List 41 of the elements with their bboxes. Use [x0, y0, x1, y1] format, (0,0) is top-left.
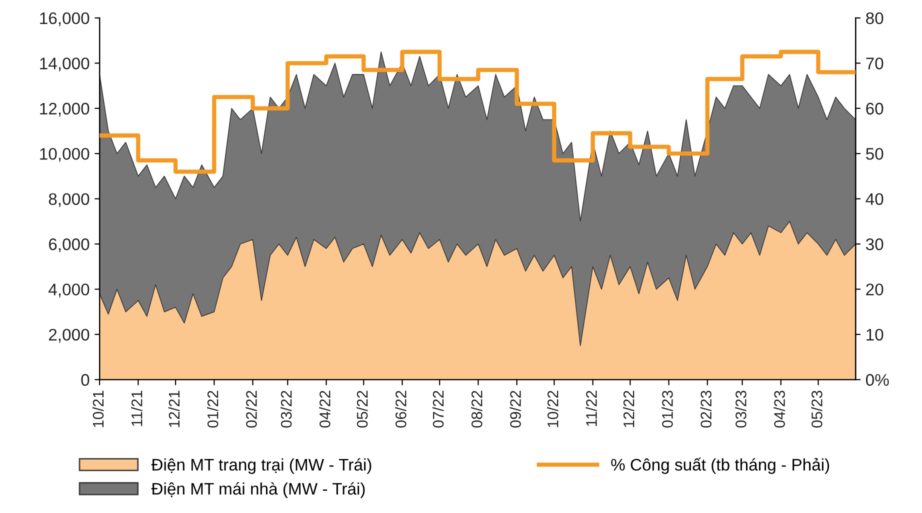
x-tick-label: 09/22: [510, 390, 521, 428]
y2-tick-label: 10: [866, 328, 884, 341]
x-tick-label: 11/22: [586, 390, 597, 426]
y2-tick-label: 30: [866, 238, 884, 250]
x-tick-label: 05/22: [356, 390, 368, 428]
x-tick-label: 07/22: [432, 390, 444, 428]
x-tick-label: 03/23: [735, 390, 746, 428]
x-tick-label: 12/22: [623, 390, 634, 428]
y2-tick-label: 20: [866, 284, 884, 296]
y-tick-label: 12,000: [40, 102, 90, 117]
x-tick-label: 04/22: [319, 390, 330, 428]
y2-tick-label: 80: [866, 12, 884, 24]
y2-tick-label: 60: [866, 102, 884, 115]
x-tick-label: 01/23: [662, 390, 673, 428]
x-tick-label: 12/21: [168, 390, 180, 428]
y2-tick-label: 40: [866, 193, 884, 205]
legend-label: Điện MT trang trại (MW - Trái): [151, 458, 372, 474]
x-tick-label: 04/23: [774, 390, 785, 428]
y-tick-label: 6,000: [48, 238, 90, 252]
legend-label: Điện MT mái nhà (MW - Trái): [151, 482, 365, 498]
x-tick-label: 02/23: [700, 390, 712, 428]
legend-label: % Công suất (tb tháng - Phải): [611, 458, 830, 474]
x-tick-label: 05/23: [811, 390, 822, 428]
x-tick-label: 08/22: [471, 390, 482, 428]
y2-tick-label: 70: [866, 58, 884, 70]
y-tick-label: 16,000: [40, 12, 90, 26]
x-tick-label: 10/21: [92, 390, 104, 428]
y-tick-label: 0: [81, 374, 90, 386]
x-tick-label: 06/22: [395, 390, 406, 428]
y-tick-label: 4,000: [48, 284, 90, 298]
y-tick-label: 8,000: [48, 193, 90, 207]
x-tick-label: 10/22: [547, 390, 558, 428]
y2-tick-label: 50: [866, 148, 884, 160]
x-tick-label: 03/22: [280, 390, 292, 428]
y-tick-label: 10,000: [40, 148, 90, 162]
x-tick-label: 11/21: [131, 390, 142, 426]
x-tick-label: 02/22: [246, 390, 257, 428]
y2-tick-label: 0%: [866, 374, 889, 386]
y-tick-label: 14,000: [40, 58, 90, 72]
x-tick-label: 01/22: [207, 390, 218, 428]
y-tick-label: 2,000: [48, 328, 90, 343]
